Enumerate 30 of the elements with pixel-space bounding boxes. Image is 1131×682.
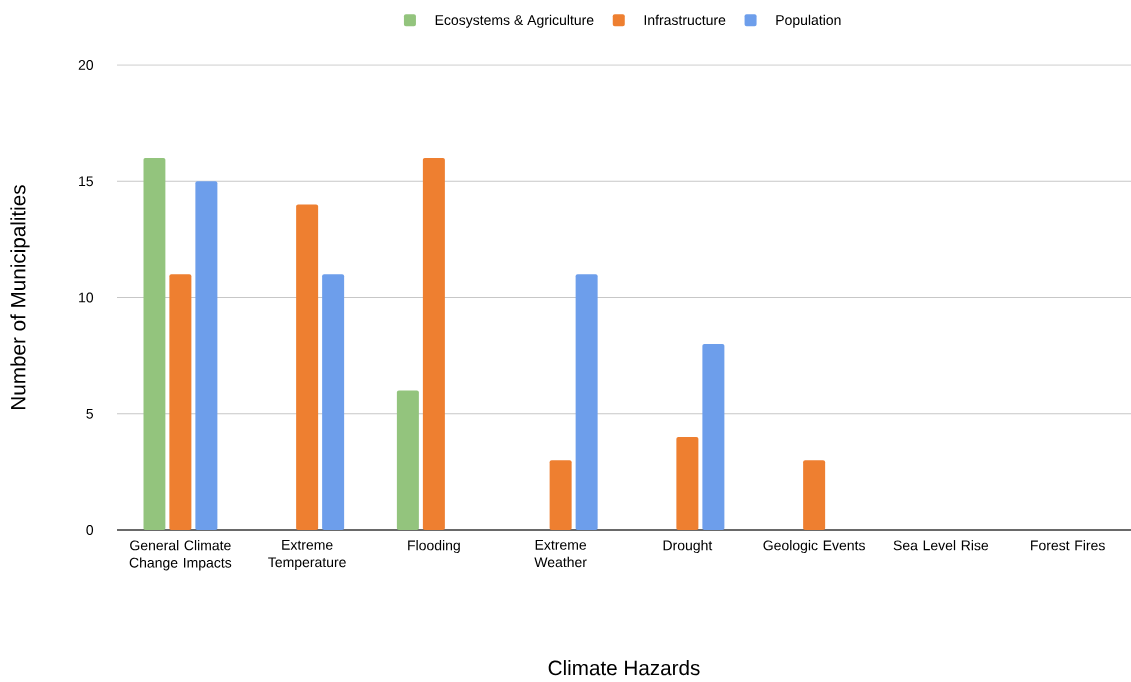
bar (169, 274, 192, 530)
y-tick-label: 15 (79, 176, 94, 187)
legend-label: Ecosystems & Agriculture (435, 14, 594, 28)
x-tick-label: Forest Fires (1031, 540, 1105, 551)
x-tick-label: Extreme Weather (534, 540, 587, 568)
x-tick-label: Flooding (408, 540, 460, 554)
y-axis-title: Number of Municipalities (10, 185, 30, 409)
y-tick-label: 5 (86, 408, 94, 419)
bar (676, 437, 699, 530)
y-tick-label: 20 (78, 60, 94, 70)
legend-label: Population (776, 14, 841, 28)
bar (322, 274, 345, 530)
y-tick-label: 10 (79, 292, 94, 303)
bar (296, 204, 319, 530)
x-tick-label: General Climate Change Impacts (129, 540, 232, 571)
bar (143, 158, 166, 530)
x-tick-label: Drought (663, 540, 713, 554)
bar (803, 460, 826, 530)
bar (396, 390, 419, 530)
x-tick-label: Extreme Temperature (268, 540, 346, 570)
x-axis-title: Climate Hazards (548, 660, 700, 676)
bar (422, 158, 445, 530)
y-tick-label: 0 (86, 525, 94, 535)
legend-label: Infrastructure (644, 14, 726, 26)
x-tick-label: Geologic Events (763, 540, 865, 554)
bar (549, 460, 572, 530)
x-tick-label: Sea Level Rise (893, 540, 989, 551)
bar (195, 181, 218, 530)
bar (702, 344, 725, 530)
bar (575, 274, 598, 530)
